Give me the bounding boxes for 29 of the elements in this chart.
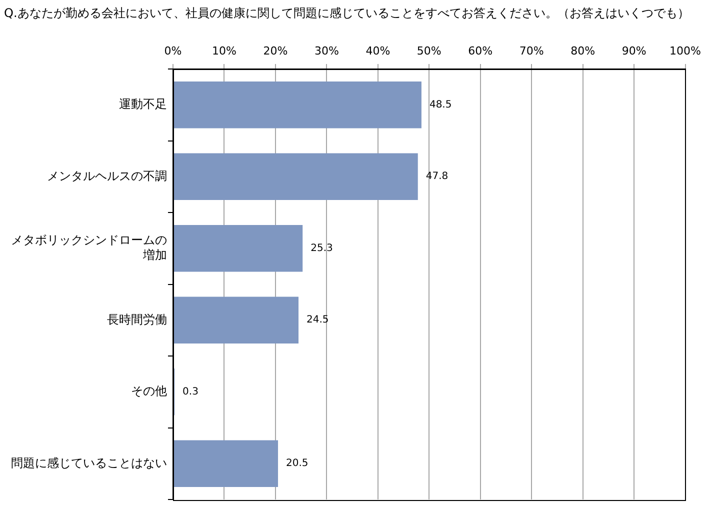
x-tick-label: 10%: [212, 44, 236, 58]
x-tick-label: 30%: [314, 44, 339, 58]
y-tick-label: その他: [131, 384, 167, 398]
x-tick-label: 70%: [519, 44, 544, 58]
x-tick-label: 90%: [622, 44, 646, 58]
data-label: 20.5: [286, 458, 308, 470]
x-tick-label: 100%: [670, 44, 702, 58]
bar: [174, 153, 418, 200]
bar: [174, 440, 278, 487]
x-tick-label: 60%: [468, 44, 493, 58]
y-tick-label: 長時間労働: [107, 312, 167, 326]
x-tick-label: 50%: [416, 44, 442, 58]
x-tick-label: 80%: [570, 44, 596, 58]
y-tick-label: 運動不足: [119, 97, 167, 111]
data-label: 48.5: [429, 99, 452, 110]
x-tick-label: 0%: [164, 44, 182, 58]
chart-title: Q.あなたが勤める会社において、社員の健康に関して問題に感じていることをすべてお答えください。（お答えはいくつでも）: [4, 5, 690, 21]
x-tick-label: 20%: [263, 44, 288, 58]
y-tick-label: メンタルヘルスの不調: [47, 168, 167, 183]
data-label: 24.5: [306, 314, 329, 326]
data-label: 0.3: [182, 386, 198, 398]
bar: [174, 296, 299, 344]
data-label: 47.8: [426, 171, 448, 182]
bar: [174, 82, 422, 128]
x-tick-label: 40%: [366, 44, 390, 58]
bar: [174, 225, 303, 272]
y-tick-label: 問題に感じていることはない: [11, 456, 167, 470]
data-label: 25.3: [310, 242, 333, 254]
y-tick-label: メタボリックシンドロームの増加: [11, 233, 167, 262]
